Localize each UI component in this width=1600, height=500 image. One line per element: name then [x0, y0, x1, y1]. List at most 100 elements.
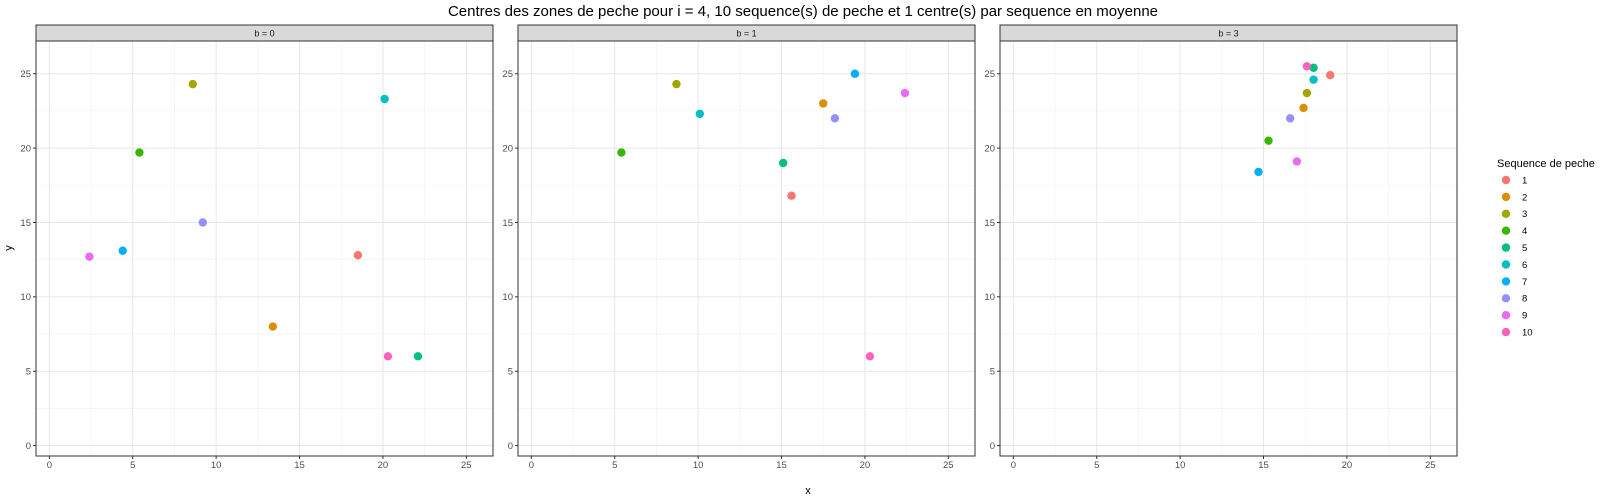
- legend-key-seq-10: [1501, 327, 1511, 337]
- data-point-seq-7: [1254, 167, 1263, 177]
- data-point-seq-7: [850, 69, 860, 78]
- legend-label: 3: [1522, 209, 1527, 220]
- data-point-seq-10: [865, 352, 875, 361]
- data-point-seq-2: [1299, 103, 1308, 113]
- y-tick-label: 10: [20, 292, 31, 303]
- data-point-seq-5: [1309, 63, 1318, 72]
- y-tick-label: 25: [502, 69, 513, 80]
- legend: Sequence de peche 1 2 3 4 5 6 7 8 9 10: [1497, 158, 1595, 339]
- facet-strip-label: b = 3: [1218, 29, 1238, 39]
- data-point-seq-6: [1309, 75, 1318, 84]
- x-tick-label: 0: [1011, 460, 1016, 471]
- facet-panel: b = 3 0 5 10 15 20 25 0 5 10 15 20 25: [984, 24, 1458, 471]
- data-point-seq-5: [413, 352, 423, 361]
- data-point-seq-5: [778, 158, 788, 168]
- data-point-seq-10: [383, 352, 393, 361]
- legend-key-seq-3: [1501, 209, 1511, 218]
- y-axis-label: y: [3, 245, 15, 251]
- x-tick-label: 0: [529, 460, 534, 471]
- x-tick-label: 15: [294, 460, 305, 471]
- y-tick-label: 25: [984, 69, 995, 80]
- data-point-seq-3: [1302, 88, 1312, 98]
- legend-key-seq-6: [1501, 260, 1511, 269]
- data-point-seq-1: [787, 191, 796, 200]
- data-point-seq-2: [268, 322, 278, 331]
- y-tick-label: 15: [984, 218, 995, 229]
- x-tick-label: 25: [1425, 460, 1436, 471]
- y-tick-label: 0: [990, 441, 995, 452]
- y-tick-label: 10: [502, 292, 513, 303]
- legend-label: 4: [1522, 226, 1527, 237]
- x-tick-label: 25: [943, 460, 954, 471]
- data-point-seq-8: [198, 218, 207, 227]
- data-point-seq-6: [380, 94, 389, 104]
- data-point-seq-4: [135, 148, 144, 157]
- x-tick-label: 10: [1175, 460, 1186, 471]
- data-point-seq-7: [118, 246, 127, 255]
- x-tick-label: 10: [693, 460, 704, 471]
- facet-panel: b = 0 0 5 10 15 20 25 0 5 10 15 20 25: [20, 24, 494, 471]
- legend-key-seq-9: [1501, 311, 1511, 320]
- chart-title: Centres des zones de peche pour i = 4, 1…: [448, 3, 1158, 20]
- legend-label: 1: [1522, 175, 1527, 186]
- y-tick-label: 0: [508, 441, 513, 452]
- legend-title: Sequence de peche: [1497, 158, 1595, 170]
- panel-background: [1000, 41, 1457, 456]
- data-point-seq-9: [1292, 157, 1302, 166]
- x-tick-label: 5: [1094, 460, 1099, 471]
- x-tick-label: 15: [776, 460, 787, 471]
- y-tick-label: 5: [990, 367, 995, 378]
- panel-background: [518, 41, 975, 456]
- y-tick-label: 5: [508, 367, 513, 378]
- legend-key-seq-2: [1501, 192, 1511, 202]
- data-point-seq-1: [1326, 71, 1335, 80]
- data-point-seq-10: [1302, 62, 1312, 71]
- facet-strip-label: b = 1: [736, 29, 756, 39]
- data-point-seq-4: [1264, 136, 1273, 145]
- legend-label: 9: [1522, 311, 1527, 322]
- data-point-seq-1: [353, 250, 363, 260]
- x-tick-label: 15: [1258, 460, 1269, 471]
- y-tick-label: 20: [20, 143, 31, 154]
- x-tick-label: 20: [860, 460, 871, 471]
- data-point-seq-4: [617, 148, 626, 157]
- data-point-seq-3: [188, 79, 197, 89]
- x-tick-label: 0: [47, 460, 52, 471]
- facet-panels: b = 0 0 5 10 15 20 25 0 5 10 15 20 25 b = 1 0 5 10 15 20 25…: [20, 24, 1458, 471]
- legend-label: 10: [1522, 328, 1533, 339]
- legend-label: 6: [1522, 260, 1527, 271]
- y-tick-label: 15: [502, 218, 513, 229]
- facet-strip: [517, 24, 976, 42]
- legend-key-seq-8: [1501, 294, 1511, 303]
- data-point-seq-9: [85, 252, 94, 261]
- y-tick-label: 20: [502, 143, 513, 154]
- facet-strip: [35, 24, 494, 42]
- data-point-seq-8: [830, 114, 840, 123]
- data-point-seq-2: [819, 99, 828, 108]
- legend-label: 5: [1522, 243, 1527, 254]
- y-tick-label: 25: [20, 69, 31, 80]
- x-tick-label: 20: [378, 460, 389, 471]
- data-point-seq-8: [1286, 114, 1295, 123]
- legend-label: 7: [1522, 277, 1527, 288]
- legend-key-seq-1: [1501, 175, 1511, 185]
- legend-key-seq-5: [1501, 243, 1511, 252]
- data-point-seq-3: [672, 79, 681, 89]
- panel-background: [36, 41, 493, 456]
- data-point-seq-9: [900, 88, 910, 98]
- facet-panel: b = 1 0 5 10 15 20 25 0 5 10 15 20 25: [502, 24, 976, 471]
- x-tick-label: 20: [1342, 460, 1353, 471]
- legend-label: 8: [1522, 294, 1527, 305]
- y-tick-label: 15: [20, 218, 31, 229]
- x-axis-label: x: [805, 485, 811, 497]
- data-point-seq-6: [695, 109, 704, 119]
- facet-strip-label: b = 0: [254, 29, 274, 39]
- y-tick-label: 5: [26, 367, 31, 378]
- x-tick-label: 10: [211, 460, 222, 471]
- y-tick-label: 10: [984, 292, 995, 303]
- legend-label: 2: [1522, 192, 1527, 203]
- x-tick-label: 5: [130, 460, 135, 471]
- x-tick-label: 25: [461, 460, 472, 471]
- x-tick-label: 5: [612, 460, 617, 471]
